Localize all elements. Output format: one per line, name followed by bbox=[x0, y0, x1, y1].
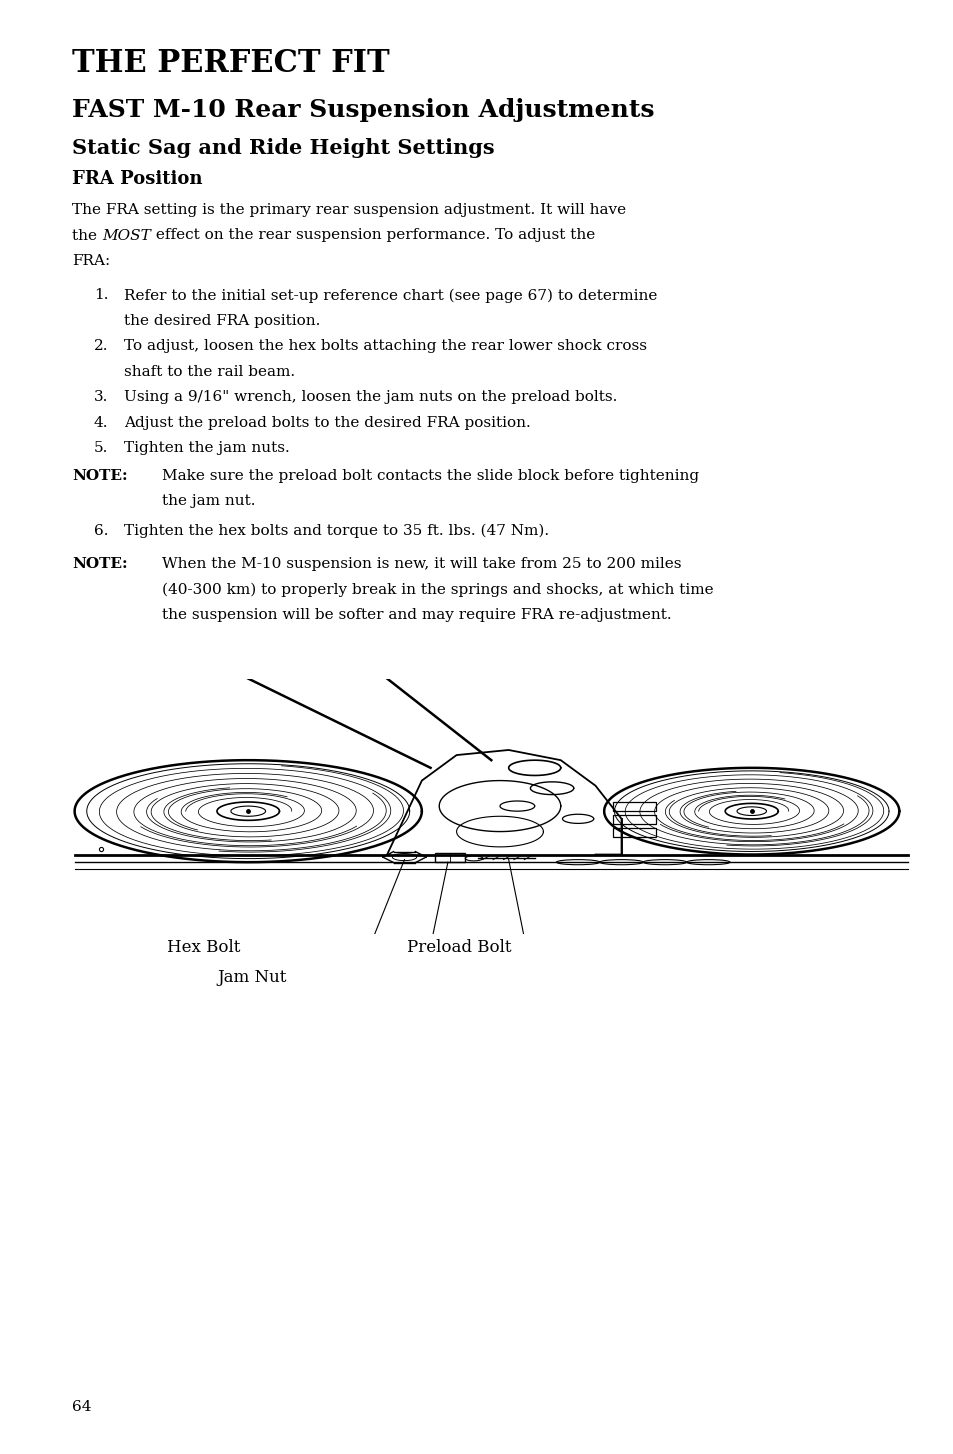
Text: Static Sag and Ride Height Settings: Static Sag and Ride Height Settings bbox=[71, 138, 494, 158]
Text: the jam nut.: the jam nut. bbox=[162, 494, 255, 509]
Text: the: the bbox=[71, 228, 102, 243]
Text: When the M-10 suspension is new, it will take from 25 to 200 miles: When the M-10 suspension is new, it will… bbox=[162, 557, 680, 571]
Text: (40-300 km) to properly break in the springs and shocks, at which time: (40-300 km) to properly break in the spr… bbox=[162, 583, 713, 598]
Text: Refer to the initial set-up reference chart (see page 67) to determine: Refer to the initial set-up reference ch… bbox=[124, 288, 657, 302]
Text: FRA Position: FRA Position bbox=[71, 170, 202, 188]
Text: FRA:: FRA: bbox=[71, 254, 111, 268]
Text: the desired FRA position.: the desired FRA position. bbox=[124, 314, 320, 329]
Bar bbox=[612, 803, 656, 811]
Text: shaft to the rail beam.: shaft to the rail beam. bbox=[124, 365, 294, 379]
Text: MOST: MOST bbox=[102, 228, 151, 243]
Text: Jam Nut: Jam Nut bbox=[216, 968, 286, 986]
Text: Adjust the preload bolts to the desired FRA position.: Adjust the preload bolts to the desired … bbox=[124, 416, 530, 430]
Text: 3.: 3. bbox=[94, 391, 109, 404]
Text: the suspension will be softer and may require FRA re-adjustment.: the suspension will be softer and may re… bbox=[162, 608, 671, 622]
Text: 64: 64 bbox=[71, 1400, 91, 1413]
Text: Hex Bolt: Hex Bolt bbox=[167, 939, 240, 955]
Text: To adjust, loosen the hex bolts attaching the rear lower shock cross: To adjust, loosen the hex bolts attachin… bbox=[124, 339, 646, 353]
Text: Using a 9/16" wrench, loosen the jam nuts on the preload bolts.: Using a 9/16" wrench, loosen the jam nut… bbox=[124, 391, 617, 404]
Text: 5.: 5. bbox=[94, 442, 109, 455]
Text: THE PERFECT FIT: THE PERFECT FIT bbox=[71, 48, 390, 79]
Text: FAST M-10 Rear Suspension Adjustments: FAST M-10 Rear Suspension Adjustments bbox=[71, 97, 654, 122]
Bar bbox=[612, 816, 656, 824]
Text: NOTE:: NOTE: bbox=[71, 557, 128, 571]
Bar bbox=[435, 852, 465, 862]
Text: Tighten the hex bolts and torque to 35 ft. lbs. (47 Nm).: Tighten the hex bolts and torque to 35 f… bbox=[124, 523, 549, 538]
Text: The FRA setting is the primary rear suspension adjustment. It will have: The FRA setting is the primary rear susp… bbox=[71, 204, 625, 217]
Text: effect on the rear suspension performance. To adjust the: effect on the rear suspension performanc… bbox=[151, 228, 595, 243]
Text: 6.: 6. bbox=[94, 523, 109, 538]
Text: 1.: 1. bbox=[94, 288, 109, 302]
Bar bbox=[612, 827, 656, 836]
Text: 4.: 4. bbox=[94, 416, 109, 430]
Text: NOTE:: NOTE: bbox=[71, 470, 128, 483]
Text: Preload Bolt: Preload Bolt bbox=[407, 939, 511, 955]
Text: Make sure the preload bolt contacts the slide block before tightening: Make sure the preload bolt contacts the … bbox=[162, 470, 699, 483]
Text: 2.: 2. bbox=[94, 339, 109, 353]
Text: Tighten the jam nuts.: Tighten the jam nuts. bbox=[124, 442, 290, 455]
